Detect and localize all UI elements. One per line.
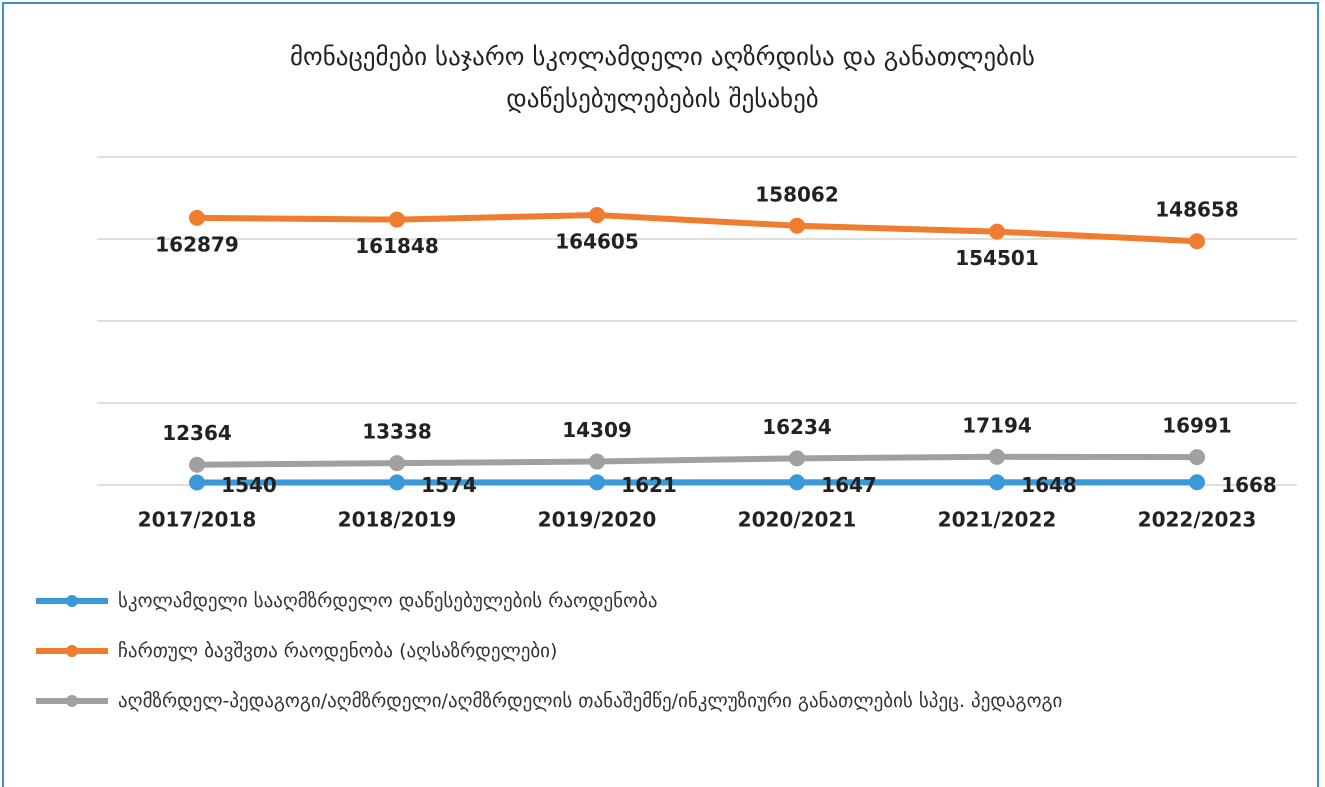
point	[989, 223, 1005, 240]
point	[789, 217, 805, 234]
data-label: 162879	[155, 232, 239, 256]
data-label: 1621	[621, 473, 677, 497]
point	[1189, 449, 1205, 466]
legend-swatch	[36, 695, 108, 707]
legend-label: ჩართულ ბავშვთა რაოდენობა (აღსაზრდელები)	[118, 640, 558, 662]
legend-marker	[66, 695, 78, 707]
data-label: 158062	[755, 182, 839, 206]
data-label: 1668	[1221, 473, 1277, 497]
data-label: 1540	[221, 473, 277, 497]
legend-label: აღმზრდელ-პედაგოგი/აღმზრდელი/აღმზრდელის თ…	[118, 690, 1063, 712]
legend-marker	[66, 645, 78, 657]
legend-item: აღმზრდელ-პედაგოგი/აღმზრდელი/აღმზრდელის თ…	[36, 685, 1238, 717]
point	[189, 474, 205, 491]
data-label: 12364	[162, 421, 232, 445]
series-line	[196, 453, 1198, 468]
data-label: 16991	[1162, 414, 1232, 438]
legend-swatch	[36, 645, 108, 657]
data-label: 17194	[962, 413, 1032, 437]
data-label: 1647	[821, 473, 877, 497]
point	[989, 474, 1005, 491]
series-line	[196, 212, 1198, 245]
legend-swatch	[36, 595, 108, 607]
point	[389, 474, 405, 491]
x-tick-label: 2018/2019	[338, 508, 457, 532]
data-label: 16234	[762, 415, 832, 439]
data-label: 1574	[421, 473, 477, 497]
point	[1189, 474, 1205, 491]
point	[589, 474, 605, 491]
point	[389, 455, 405, 472]
point	[989, 448, 1005, 465]
point	[789, 450, 805, 467]
chart-title: მონაცემები საჯარო სკოლამდელი აღზრდისა და…	[290, 42, 1035, 113]
point	[189, 456, 205, 473]
data-label: 13338	[362, 420, 432, 444]
legend-item: ჩართულ ბავშვთა რაოდენობა (აღსაზრდელები)	[36, 635, 1238, 667]
point	[589, 207, 605, 224]
data-label: 164605	[555, 230, 639, 254]
point	[189, 209, 205, 226]
x-tick-label: 2019/2020	[538, 508, 657, 532]
legend: სკოლამდელი სააღმზრდელო დაწესებულების რაო…	[36, 585, 1276, 735]
legend-label: სკოლამდელი სააღმზრდელო დაწესებულების რაო…	[118, 590, 658, 612]
data-label: 1648	[1021, 473, 1077, 497]
data-label: 14309	[562, 418, 632, 442]
x-tick-label: 2017/2018	[138, 508, 257, 532]
legend-item: სკოლამდელი სააღმზრდელო დაწესებულების რაო…	[36, 585, 1238, 617]
data-label: 148658	[1155, 198, 1239, 222]
point	[389, 211, 405, 228]
data-label: 154501	[955, 246, 1039, 270]
point	[789, 474, 805, 491]
point	[1189, 233, 1205, 250]
x-tick-label: 2021/2022	[938, 508, 1057, 532]
point	[589, 453, 605, 470]
legend-marker	[66, 595, 78, 607]
x-tick-label: 2022/2023	[1138, 508, 1257, 532]
data-label: 161848	[355, 234, 439, 258]
x-tick-label: 2020/2021	[738, 508, 857, 532]
